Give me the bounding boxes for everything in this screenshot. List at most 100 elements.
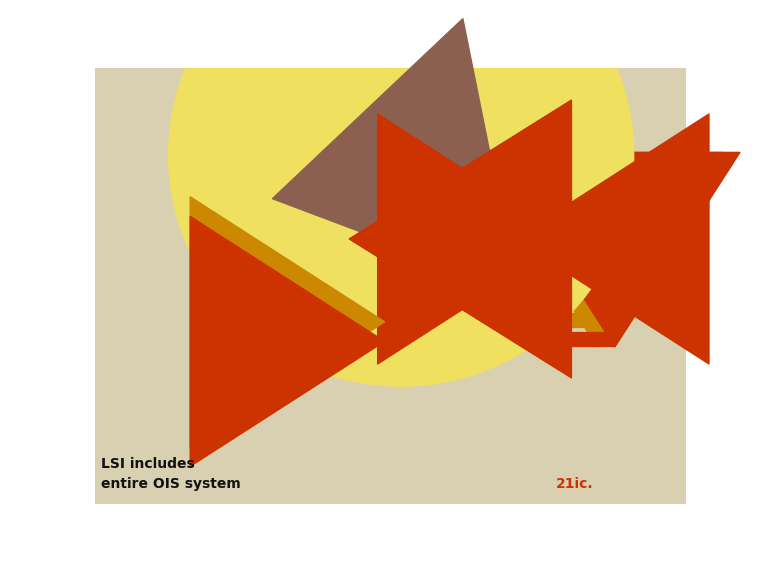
Ellipse shape <box>0 183 604 566</box>
Circle shape <box>237 0 762 408</box>
Circle shape <box>157 310 762 566</box>
Ellipse shape <box>0 0 312 566</box>
Ellipse shape <box>0 0 590 141</box>
Text: LSI includes
entire OIS system: LSI includes entire OIS system <box>101 457 241 491</box>
Circle shape <box>255 0 762 403</box>
Ellipse shape <box>0 0 356 566</box>
Ellipse shape <box>235 183 762 566</box>
Ellipse shape <box>746 0 762 566</box>
Text: Gyro
Sensor: Gyro Sensor <box>184 182 243 217</box>
Ellipse shape <box>235 0 762 127</box>
FancyBboxPatch shape <box>0 134 421 529</box>
Ellipse shape <box>0 0 365 566</box>
Circle shape <box>46 0 762 566</box>
Circle shape <box>0 365 189 566</box>
Ellipse shape <box>0 0 380 566</box>
Circle shape <box>157 0 762 447</box>
Circle shape <box>203 0 762 444</box>
Circle shape <box>270 0 762 393</box>
Ellipse shape <box>0 145 762 566</box>
Circle shape <box>0 0 189 221</box>
Ellipse shape <box>544 0 762 555</box>
Ellipse shape <box>0 0 281 566</box>
Circle shape <box>187 0 730 515</box>
Ellipse shape <box>0 0 762 91</box>
Ellipse shape <box>251 145 762 566</box>
Ellipse shape <box>530 0 762 566</box>
Ellipse shape <box>162 0 762 91</box>
Circle shape <box>234 0 606 340</box>
Ellipse shape <box>216 130 762 566</box>
Ellipse shape <box>582 215 597 270</box>
Ellipse shape <box>203 0 762 107</box>
Ellipse shape <box>0 0 762 80</box>
Ellipse shape <box>578 188 610 345</box>
FancyBboxPatch shape <box>137 0 729 486</box>
Text: Actuator
(Motor): Actuator (Motor) <box>412 315 487 350</box>
Circle shape <box>202 0 620 346</box>
Ellipse shape <box>0 0 619 107</box>
Circle shape <box>598 310 762 566</box>
Ellipse shape <box>0 0 272 566</box>
Ellipse shape <box>171 0 762 121</box>
Ellipse shape <box>753 0 762 566</box>
Ellipse shape <box>209 169 762 566</box>
Ellipse shape <box>247 122 762 566</box>
Ellipse shape <box>247 0 762 75</box>
Ellipse shape <box>0 0 338 566</box>
FancyBboxPatch shape <box>391 207 509 271</box>
Ellipse shape <box>551 0 762 566</box>
Ellipse shape <box>0 0 296 555</box>
Ellipse shape <box>556 0 762 566</box>
Ellipse shape <box>203 169 762 566</box>
Ellipse shape <box>0 169 578 566</box>
Ellipse shape <box>0 0 246 566</box>
Circle shape <box>280 0 762 353</box>
Circle shape <box>287 0 762 397</box>
Ellipse shape <box>234 0 762 91</box>
Circle shape <box>136 0 679 515</box>
FancyBboxPatch shape <box>380 128 487 238</box>
Ellipse shape <box>198 134 762 566</box>
Ellipse shape <box>216 0 762 76</box>
Ellipse shape <box>171 190 762 566</box>
Text: 21ic.: 21ic. <box>556 477 594 491</box>
FancyBboxPatch shape <box>154 166 273 234</box>
Ellipse shape <box>0 0 762 76</box>
Ellipse shape <box>0 0 762 91</box>
Ellipse shape <box>0 141 762 566</box>
Ellipse shape <box>0 190 632 566</box>
Ellipse shape <box>221 196 762 566</box>
FancyBboxPatch shape <box>119 234 344 417</box>
Ellipse shape <box>221 0 762 141</box>
FancyBboxPatch shape <box>391 301 509 365</box>
Ellipse shape <box>517 0 762 542</box>
Ellipse shape <box>198 0 762 80</box>
Ellipse shape <box>0 149 762 566</box>
Text: Hall
Sensor: Hall Sensor <box>420 221 479 256</box>
Circle shape <box>303 365 762 566</box>
Ellipse shape <box>0 130 762 566</box>
Circle shape <box>0 310 413 566</box>
Circle shape <box>168 0 634 386</box>
Ellipse shape <box>706 0 762 566</box>
Ellipse shape <box>0 122 762 566</box>
Ellipse shape <box>0 169 619 566</box>
Ellipse shape <box>251 0 762 95</box>
Ellipse shape <box>209 0 762 114</box>
Ellipse shape <box>759 0 762 566</box>
Ellipse shape <box>0 0 762 75</box>
Circle shape <box>598 0 762 447</box>
Ellipse shape <box>0 0 363 566</box>
Circle shape <box>0 0 413 447</box>
Ellipse shape <box>162 149 762 566</box>
Ellipse shape <box>0 0 632 121</box>
Circle shape <box>219 0 591 353</box>
Circle shape <box>303 0 762 221</box>
Ellipse shape <box>234 141 762 566</box>
Ellipse shape <box>0 196 590 566</box>
Ellipse shape <box>0 0 762 95</box>
Ellipse shape <box>735 0 762 566</box>
Circle shape <box>207 0 579 327</box>
Ellipse shape <box>0 0 604 127</box>
